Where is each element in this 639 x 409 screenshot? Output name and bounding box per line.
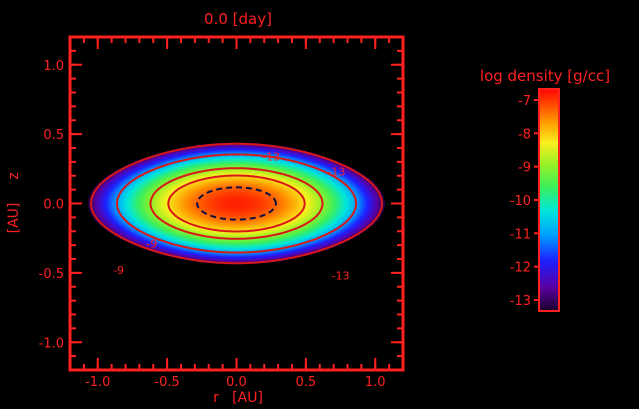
contour-line [167,174,306,233]
colorbar-tick-label: -10 [510,194,531,209]
contour-line [115,153,358,254]
contour-line [149,167,324,240]
y-tick-label: -0.5 [39,267,64,282]
colorbar-tick-label: -13 [510,294,531,309]
contour-label: -13 [332,270,350,283]
contour-label: -9 [146,238,157,251]
contour-lines: -13 -13 -9 -9 -13 [89,142,384,283]
x-tick-label: 0.0 [226,375,247,390]
colorbar-tick-label: -9 [518,161,531,176]
colorbar-tick-label: -8 [518,127,531,142]
y-tick-label: 1.0 [43,59,64,74]
y-tick-label: 0.5 [43,128,64,143]
colorbar-ticks: -7 -8 -9 -10 -11 -12 -13 [510,94,540,309]
colorbar-tick-label: -11 [510,227,531,242]
colorbar-gradient [540,90,558,310]
y-axis-units-label: [AU] [6,203,22,234]
x-tick-label: -1.0 [85,375,110,390]
contour-label: -13 [262,150,280,163]
y-axis-name-label: z [6,172,22,179]
chart-title: 0.0 [day] [204,10,272,28]
x-axis: -1.0 -0.5 0.0 0.5 1.0 [82,37,391,390]
x-axis-label: r [AU] [213,390,263,406]
contour-line [89,142,384,265]
contour-label: -9 [113,264,124,277]
colorbar-tick-label: -12 [510,261,531,276]
contour-label: -13 [327,166,345,179]
x-tick-label: -0.5 [154,375,179,390]
x-tick-label: 0.5 [296,375,317,390]
density-heatmap [70,37,403,370]
y-tick-label: -1.0 [39,336,64,351]
contour-line [196,186,277,221]
colorbar-title: log density [g/cc] [480,67,610,85]
colorbar-tick-label: -7 [518,94,531,109]
y-tick-label: 0.0 [43,198,64,213]
y-axis: -1.0 -0.5 0.0 0.5 1.0 [39,49,403,358]
x-tick-label: 1.0 [365,375,386,390]
